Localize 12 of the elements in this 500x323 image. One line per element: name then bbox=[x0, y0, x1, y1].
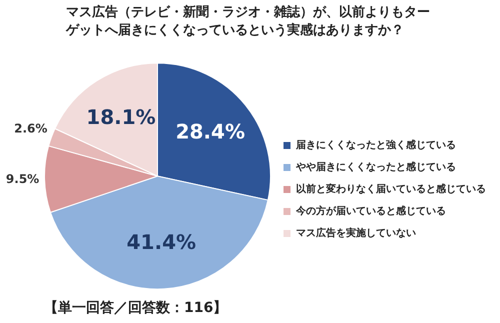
legend-label: マス広告を実施していない bbox=[296, 227, 416, 240]
data-label: 28.4% bbox=[176, 120, 245, 144]
data-label: 2.6% bbox=[14, 122, 48, 136]
data-label: 9.5% bbox=[6, 172, 40, 186]
legend-label: 以前と変わりなく届いていると感じている bbox=[296, 183, 486, 196]
legend-label: 今の方が届いていると感じている bbox=[295, 205, 446, 218]
text: 【単一回答／回答数：116】 bbox=[44, 300, 228, 316]
legend-label: やや届きにくくなったと感じている bbox=[295, 161, 456, 174]
legend-label: 届きにくくなったと強く感じている bbox=[295, 139, 456, 152]
chart-title: マス広告（テレビ・新聞・ラジオ・雑誌）が、以前よりもターゲットへ届きにくくなっているという実感はありますか？ bbox=[66, 4, 431, 40]
data-label: 41.4% bbox=[126, 230, 196, 254]
data-label: 18.1% bbox=[86, 105, 156, 130]
